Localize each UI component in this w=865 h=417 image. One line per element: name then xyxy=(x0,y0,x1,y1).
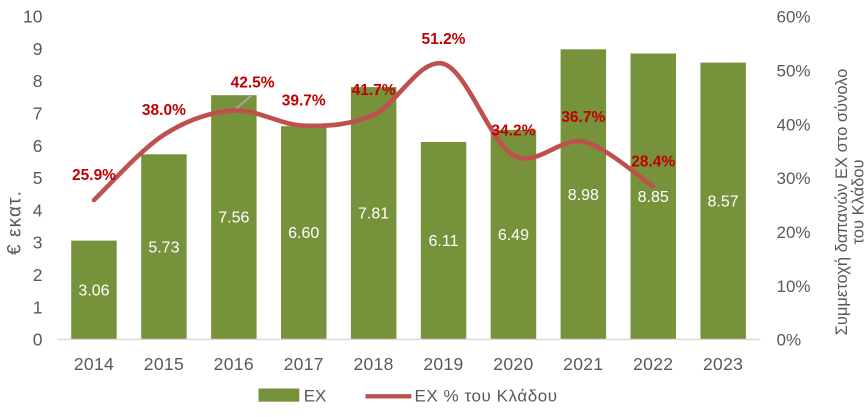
svg-text:7.81: 7.81 xyxy=(358,206,389,223)
svg-text:30%: 30% xyxy=(777,169,811,188)
svg-text:1: 1 xyxy=(33,297,43,317)
svg-text:2020: 2020 xyxy=(493,354,533,374)
svg-text:8.57: 8.57 xyxy=(708,193,739,210)
svg-text:42.5%: 42.5% xyxy=(231,74,275,91)
svg-text:10: 10 xyxy=(23,7,43,27)
svg-text:5: 5 xyxy=(33,168,43,188)
svg-text:60%: 60% xyxy=(777,8,811,27)
svg-text:10%: 10% xyxy=(777,277,811,296)
svg-text:36.7%: 36.7% xyxy=(561,109,605,126)
svg-text:39.7%: 39.7% xyxy=(282,93,326,110)
svg-text:2014: 2014 xyxy=(74,354,114,374)
svg-text:2017: 2017 xyxy=(284,354,324,374)
svg-text:5.73: 5.73 xyxy=(148,239,179,256)
svg-text:34.2%: 34.2% xyxy=(491,122,535,139)
svg-text:2021: 2021 xyxy=(563,354,603,374)
svg-text:6.49: 6.49 xyxy=(498,227,529,244)
svg-text:2015: 2015 xyxy=(144,354,184,374)
svg-text:28.4%: 28.4% xyxy=(631,154,675,171)
svg-text:8: 8 xyxy=(33,71,43,91)
svg-text:€ εκατ.: € εκατ. xyxy=(5,190,26,255)
svg-text:2018: 2018 xyxy=(353,354,393,374)
svg-text:40%: 40% xyxy=(777,115,811,134)
svg-text:6.60: 6.60 xyxy=(288,225,319,242)
svg-text:του Κλάδου: του Κλάδου xyxy=(850,160,865,245)
svg-text:EX: EX xyxy=(304,386,327,405)
svg-text:3.06: 3.06 xyxy=(78,282,109,299)
svg-text:3: 3 xyxy=(33,233,43,253)
svg-text:6: 6 xyxy=(33,136,43,156)
svg-text:2: 2 xyxy=(33,265,43,285)
svg-text:Συμμετοχή δαπανών ΕΧ στο σύνολ: Συμμετοχή δαπανών ΕΧ στο σύνολο xyxy=(833,69,851,336)
svg-text:8.85: 8.85 xyxy=(638,189,669,206)
svg-text:2022: 2022 xyxy=(633,354,673,374)
svg-text:0%: 0% xyxy=(777,331,802,350)
svg-text:0: 0 xyxy=(33,330,43,350)
svg-text:51.2%: 51.2% xyxy=(422,31,466,48)
svg-text:EX % του Κλάδου: EX % του Κλάδου xyxy=(415,386,558,405)
svg-text:38.0%: 38.0% xyxy=(142,102,186,119)
svg-text:7: 7 xyxy=(33,104,43,124)
svg-text:8.98: 8.98 xyxy=(568,187,599,204)
svg-text:50%: 50% xyxy=(777,61,811,80)
svg-text:4: 4 xyxy=(33,200,43,220)
svg-text:41.7%: 41.7% xyxy=(352,82,396,99)
svg-text:9: 9 xyxy=(33,39,43,59)
svg-text:2019: 2019 xyxy=(423,354,463,374)
svg-text:2016: 2016 xyxy=(214,354,254,374)
svg-text:25.9%: 25.9% xyxy=(72,167,116,184)
svg-text:20%: 20% xyxy=(777,223,811,242)
svg-text:6.11: 6.11 xyxy=(429,233,459,250)
svg-text:2023: 2023 xyxy=(703,354,743,374)
svg-text:7.56: 7.56 xyxy=(218,210,249,227)
